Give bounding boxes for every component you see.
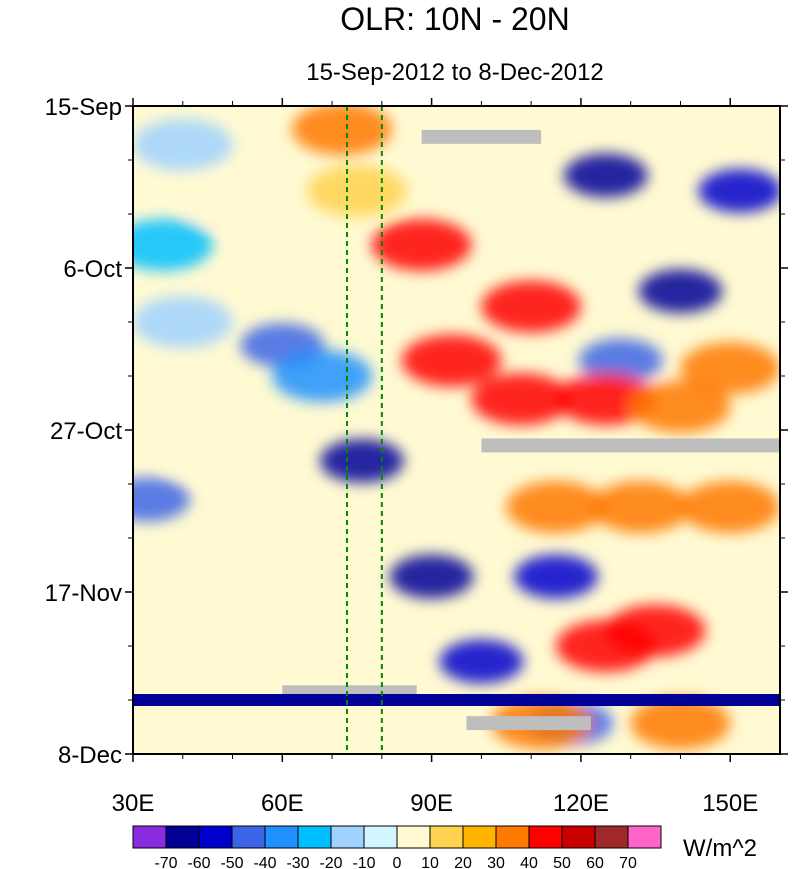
olr-feature [133,218,213,271]
olr-feature [133,477,190,522]
olr-feature [272,350,373,402]
x-tick-label: 60E [261,790,304,817]
colorbar-label: 10 [421,855,439,869]
olr-feature [563,153,648,198]
olr-feature [638,269,723,314]
olr-feature [371,218,472,271]
missing-data-segment [481,438,780,453]
olr-feature [401,334,502,387]
colorbar-label: 30 [487,855,505,869]
colorbar-swatch [594,825,629,849]
colorbar-swatch [132,825,167,849]
colorbar-label: 70 [619,855,637,869]
colorbar-swatch [264,825,299,849]
colorbar-swatch [297,825,332,849]
colorbar-swatch [198,825,233,849]
y-tick-label: 15-Sep [45,94,122,121]
colorbar-swatch [231,825,266,849]
chart-subtitle: 15-Sep-2012 to 8-Dec-2012 [306,59,604,86]
y-tick-label: 17-Nov [45,580,122,607]
olr-feature [555,373,656,426]
colorbar-label: -60 [187,855,210,869]
colorbar-swatch [462,825,497,849]
x-tick-label: 90E [410,790,453,817]
olr-feature [698,168,780,213]
olr-feature [605,604,706,657]
olr-feature [506,481,607,534]
olr-feature [680,342,780,395]
y-tick-label: 8-Dec [58,742,122,769]
colorbar-swatch [528,825,563,849]
olr-feature [481,280,582,333]
olr-feature [389,554,474,599]
colorbar-swatch [363,825,398,849]
colorbar-label: 0 [393,855,402,869]
colorbar: -70 -60 -50 -40 -30 -20 -10 0 10 20 30 40 50 60 70 W/m^… [132,825,757,869]
reference-lines [346,106,383,754]
olr-feature [590,481,691,534]
olr-feature [471,373,572,426]
olr-feature [157,427,258,480]
olr-feature [133,296,233,348]
colorbar-swatch [165,825,200,849]
colorbar-label: 50 [553,855,571,869]
colorbar-swatch [429,825,464,849]
colorbar-label: 60 [586,855,604,869]
colorbar-label: -70 [154,855,177,869]
olr-feature [182,172,283,225]
colorbar-swatch [561,825,596,849]
colorbar-label: -20 [319,855,342,869]
olr-feature [630,697,731,750]
missing-data-segment [421,129,542,144]
olr-feature [319,438,404,483]
plot-area [133,106,780,754]
y-tick-label: 27-Oct [50,418,122,445]
colorbar-label: -10 [352,855,375,869]
olr-feature [439,639,524,684]
colorbar-swatch [627,825,662,849]
x-tick-label: 120E [553,790,609,817]
y-tick-label: 6-Oct [63,256,122,283]
colorbar-swatch [396,825,431,849]
missing-data-segment [466,716,591,731]
negative-band-layer [133,694,780,706]
colorbar-swatch [495,825,530,849]
x-tick-label: 30E [112,790,155,817]
olr-feature [630,380,731,433]
colorbar-label: -40 [253,855,276,869]
olr-feature [514,554,599,599]
x-tick-label: 150E [702,790,758,817]
colorbar-label: -50 [220,855,243,869]
missing-data-layer [282,129,780,731]
chart-title: OLR: 10N - 20N [340,1,569,37]
negative-band [133,694,780,706]
colorbar-units: W/m^2 [683,835,757,862]
olr-feature [306,164,407,217]
olr-feature [578,338,663,383]
olr-feature [292,106,393,156]
axes: 30E 60E 90E 120E 150E 15-Sep 6-Oct 27-Oct 17-Nov… [45,94,788,817]
colorbar-label: 40 [520,855,538,869]
colorbar-swatch [330,825,365,849]
olr-feature [680,481,780,534]
olr-feature [133,118,233,171]
colorbar-label: -30 [286,855,309,869]
colorbar-label: 20 [454,855,472,869]
